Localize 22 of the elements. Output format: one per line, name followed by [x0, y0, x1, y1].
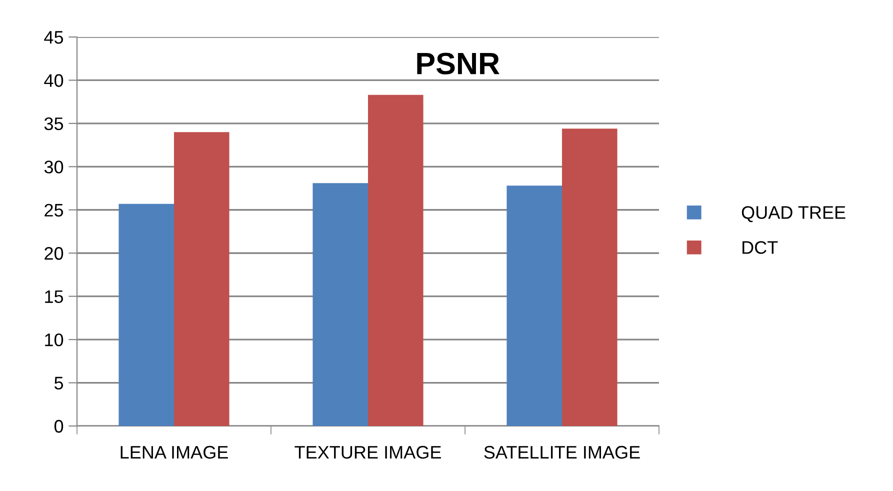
y-tick-label: 45 — [44, 31, 64, 44]
bar — [118, 204, 174, 426]
y-tick-label: 10 — [45, 333, 64, 346]
bar — [174, 132, 230, 426]
bar — [562, 128, 618, 426]
bar — [312, 183, 368, 426]
bar — [368, 94, 424, 426]
chart-title: PSNR — [417, 52, 500, 74]
y-tick-label: 25 — [44, 204, 64, 217]
y-tick-label: 0 — [54, 420, 64, 433]
legend-label: DCT — [742, 241, 778, 254]
y-tick-label: 40 — [44, 74, 64, 87]
x-tick-label: LENA IMAGE — [120, 446, 228, 459]
y-tick-label: 35 — [44, 117, 64, 130]
y-tick-label: 20 — [44, 247, 64, 260]
x-tick-label: SATELLITE IMAGE — [484, 446, 640, 459]
bar — [506, 186, 562, 426]
x-tick-label: TEXTURE IMAGE — [294, 446, 441, 459]
legend-label: QUAD TREE — [742, 206, 846, 222]
y-tick-label: 15 — [45, 290, 64, 304]
y-tick-label: 5 — [54, 376, 64, 390]
y-tick-label: 30 — [44, 160, 64, 174]
